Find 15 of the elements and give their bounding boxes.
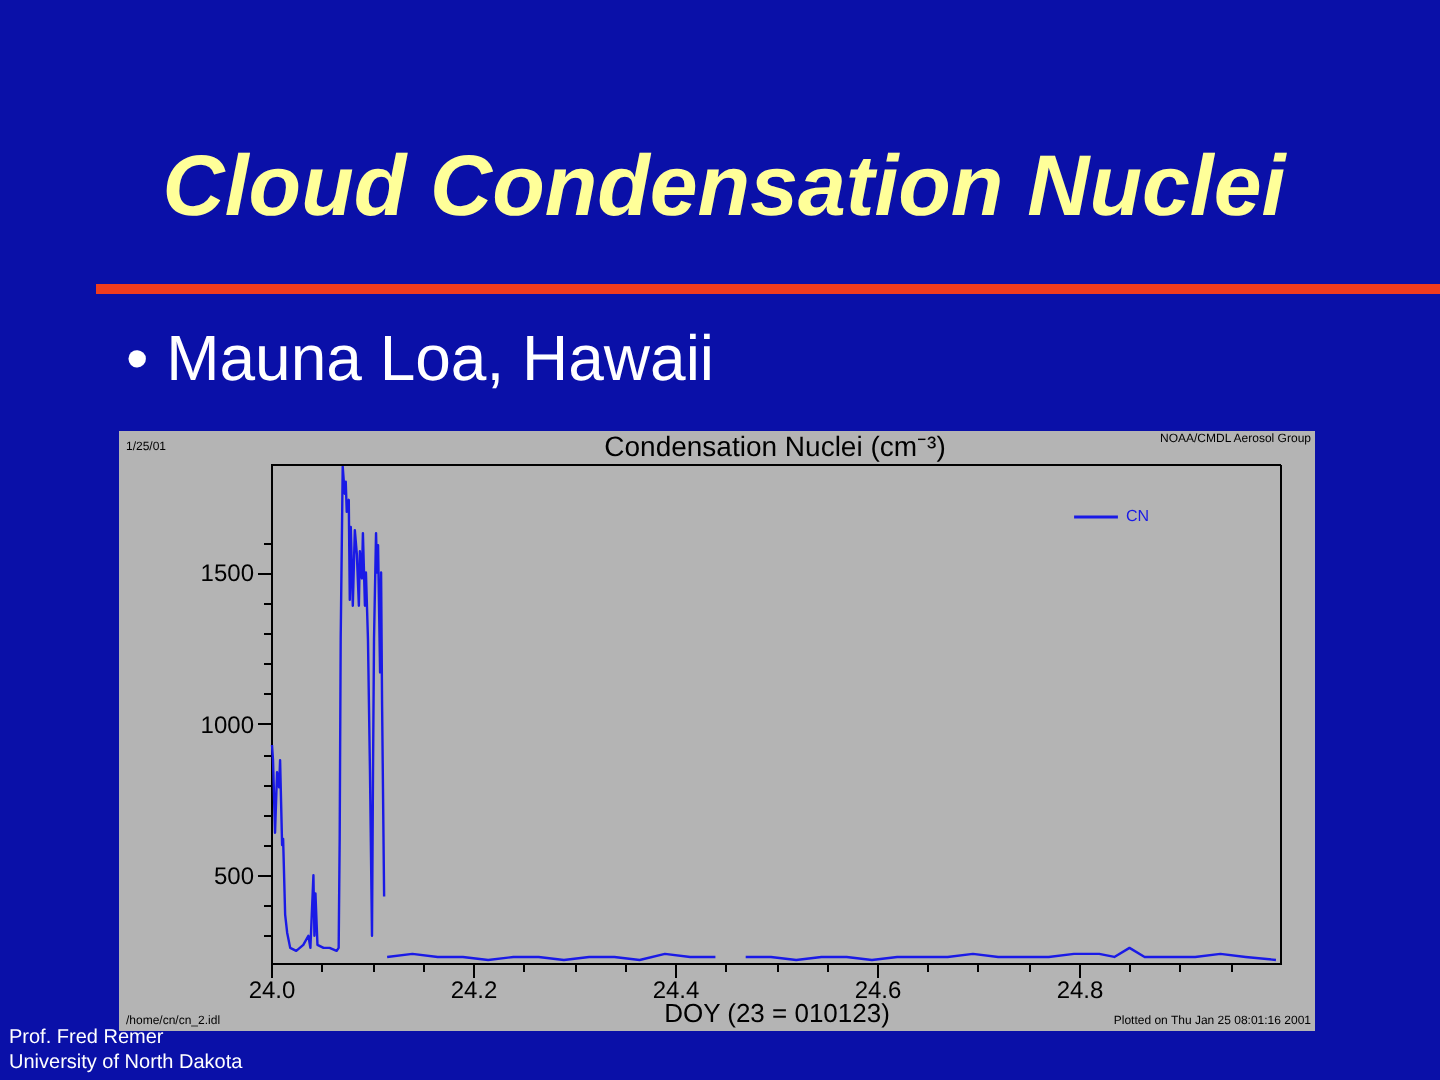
x-tick-label: 24.0 (248, 976, 296, 1004)
text: University of North Dakota (9, 1052, 244, 1074)
chart-subtitle: • Mauna Loa, Hawaii (126, 322, 715, 394)
text: Prof. Fred Remer (9, 1027, 165, 1049)
x-tick-label: 24.4 (652, 976, 700, 1004)
x-tick-label: 24.8 (1056, 976, 1104, 1004)
chart-title: Cloud Condensation Nuclei (162, 139, 1288, 235)
x-axis-title: DOY (23 = 010123) (664, 998, 890, 1028)
y-tick-label: 1500 (200, 559, 255, 588)
x-tick-label: 24.2 (450, 976, 498, 1004)
legend-label: CN (1126, 507, 1150, 525)
y-tick-label: 1000 (200, 710, 255, 739)
x-tick-label: 24.6 (854, 976, 902, 1004)
text: Condensation Nuclei (cm⁻³) (604, 430, 946, 462)
y-tick-label: 500 (213, 862, 255, 891)
